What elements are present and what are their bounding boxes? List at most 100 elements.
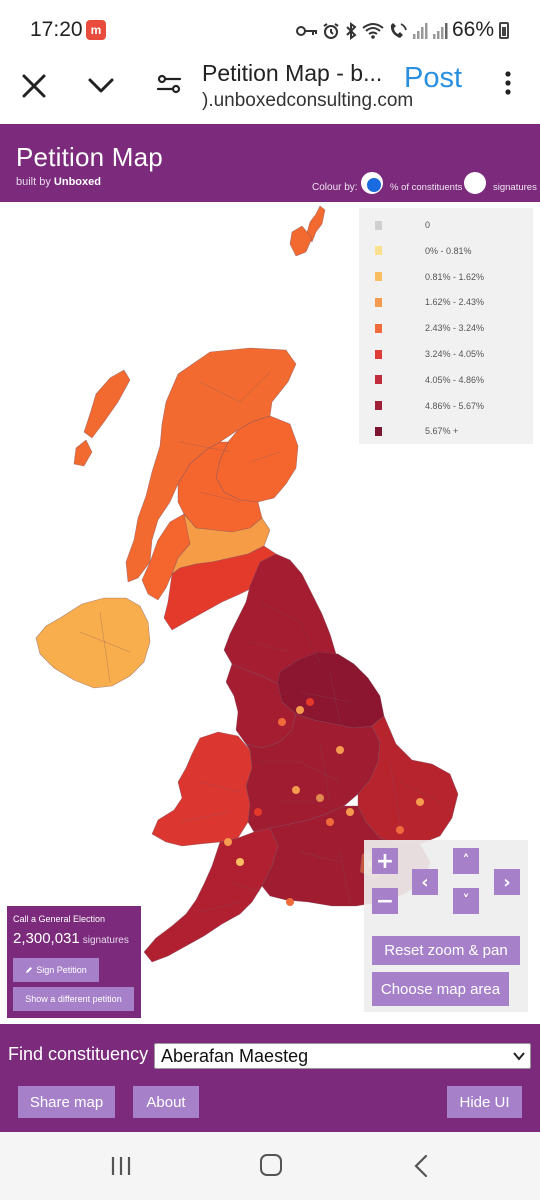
pencil-icon [26, 967, 33, 973]
legend-item: 2.43% - 3.24% [375, 321, 484, 335]
urban-constituency [416, 798, 424, 806]
constituency-value: Aberafan Maesteg [161, 1046, 309, 1066]
pan-down-button[interactable]: ˅ [453, 888, 479, 914]
page-url[interactable]: ).unboxedconsulting.com [202, 90, 414, 111]
find-constituency-label: Find constituency [8, 1044, 149, 1064]
close-icon[interactable] [20, 72, 48, 100]
constituency-select[interactable]: Aberafan Maesteg [154, 1043, 531, 1069]
status-icons [296, 20, 448, 42]
zoom-controls: + − ˄ ‹ › ˅ Reset zoom & pan Choose map … [364, 840, 528, 1012]
constituency-boundary [299, 761, 341, 783]
constituency-boundary [199, 381, 241, 403]
app-notification-icon: m [86, 20, 106, 40]
share-map-button[interactable]: Share map [18, 1086, 115, 1118]
region-orkney[interactable] [289, 225, 313, 257]
legend-label: 5.67% + [425, 426, 459, 437]
percent-radio-label[interactable]: % of constituents [390, 182, 463, 193]
built-by-prefix: built by [16, 176, 54, 188]
legend-swatch [375, 426, 382, 436]
status-bar: 17:20 m 66% [0, 0, 540, 60]
constituency-boundary [319, 741, 331, 803]
legend-label: 3.24% - 4.05% [425, 349, 485, 359]
map-legend: 0 0% - 0.81% 0.81% - 1.62% 1.62% - 2.43% 2.4… [359, 208, 533, 444]
urban-constituency [306, 698, 314, 706]
constituency-boundaries [79, 371, 441, 913]
pan-right-button[interactable]: › [494, 869, 520, 895]
pan-left-button[interactable]: ‹ [412, 869, 438, 895]
status-time: 17:20 [30, 18, 83, 41]
battery-percent: 66% [452, 18, 495, 41]
home-icon[interactable] [260, 1154, 282, 1176]
urban-constituency [316, 794, 324, 802]
legend-swatch [375, 375, 382, 385]
constituency-boundary [299, 691, 351, 703]
urban-constituency [346, 808, 354, 816]
built-by-link[interactable]: Unboxed [53, 176, 101, 188]
constituency-boundary [249, 641, 291, 653]
region-outer-hebrides[interactable] [83, 369, 131, 439]
colour-by-label: Colour by: [312, 182, 358, 193]
constituency-boundary [339, 851, 351, 903]
signal-icon [433, 23, 448, 39]
constituency-boundary [259, 601, 301, 623]
signal-icon [413, 23, 428, 39]
page-settings-icon[interactable] [156, 72, 182, 96]
post-button[interactable]: Post [404, 62, 463, 94]
legend-label: 4.05% - 4.86% [425, 374, 485, 385]
percent-radio[interactable] [361, 172, 383, 194]
urban-constituency [286, 898, 294, 906]
region-wales[interactable] [151, 731, 253, 847]
region-south-west[interactable] [143, 827, 279, 963]
legend-item: 4.05% - 4.86% [375, 373, 484, 387]
legend-label: 0 [425, 220, 431, 230]
petition-name: Call a General Election [13, 914, 106, 924]
system-nav-bar [0, 1132, 540, 1200]
back-icon[interactable] [414, 1154, 428, 1178]
region-outer-hebrides-south[interactable] [73, 439, 93, 467]
constituency-boundary [399, 781, 441, 803]
page-title[interactable]: Petition Map - b... [202, 60, 383, 86]
pan-up-button[interactable]: ˄ [453, 848, 479, 874]
about-button[interactable]: About [133, 1086, 199, 1118]
constituency-boundary [199, 901, 241, 913]
urban-constituency [296, 706, 304, 714]
legend-label: 1.62% - 2.43% [425, 297, 485, 308]
hide-ui-button[interactable]: Hide UI [447, 1086, 522, 1118]
recents-icon[interactable] [110, 1156, 132, 1176]
region-shetland[interactable] [305, 205, 326, 243]
legend-item: 1.62% - 2.43% [375, 295, 484, 309]
signatures-radio-label[interactable]: signatures [493, 182, 537, 193]
alarm-icon [323, 23, 339, 39]
urban-constituency [236, 858, 244, 866]
chevron-down-icon[interactable] [86, 74, 116, 98]
legend-label: 4.86% - 5.67% [425, 400, 485, 411]
region-highlands[interactable] [125, 347, 297, 583]
zoom-out-button[interactable]: − [372, 888, 398, 914]
petition-info: Call a General Election 2,300,031 signatu… [7, 906, 141, 1018]
signatures-radio[interactable] [464, 172, 486, 194]
constituency-boundary [179, 441, 231, 453]
constituency-boundary [99, 611, 111, 683]
legend-item: 0 [375, 218, 430, 232]
constituency-boundary [389, 761, 401, 823]
region-northern-ireland[interactable] [35, 597, 151, 689]
uk-constituency-map[interactable] [0, 202, 540, 1024]
more-options-icon[interactable] [498, 70, 518, 96]
wifi-call-icon [390, 23, 407, 38]
legend-swatch [375, 297, 382, 307]
reset-zoom-button[interactable]: Reset zoom & pan [372, 936, 520, 965]
signature-count: 2,300,031 signatures [13, 930, 129, 947]
constituency-boundary [249, 451, 281, 463]
show-different-petition-button[interactable]: Show a different petition [13, 987, 134, 1011]
constituency-boundary [229, 881, 261, 893]
zoom-in-button[interactable]: + [372, 848, 398, 874]
legend-swatch [375, 349, 382, 359]
urban-constituency [292, 786, 300, 794]
sign-petition-button[interactable]: Sign Petition [13, 958, 99, 982]
choose-map-area-button[interactable]: Choose map area [372, 972, 509, 1006]
urban-constituency [224, 838, 232, 846]
constituency-boundary [179, 811, 231, 823]
legend-item: 4.86% - 5.67% [375, 399, 484, 413]
constituency-boundary [79, 631, 131, 653]
